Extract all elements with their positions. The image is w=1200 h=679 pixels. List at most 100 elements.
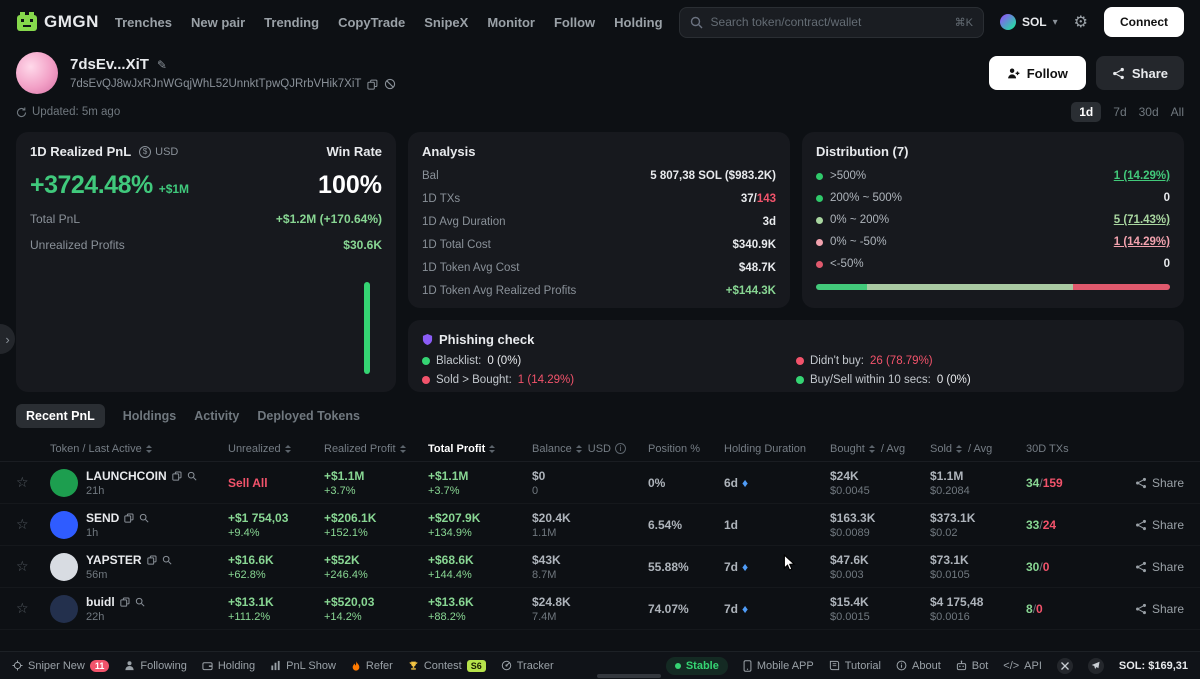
diamond-icon: ♦ (742, 559, 749, 574)
total-pnl-label: Total PnL (30, 212, 81, 226)
token-search-icon[interactable] (162, 555, 172, 565)
filter-7d[interactable]: 7d (1113, 105, 1127, 119)
tab-holdings[interactable]: Holdings (122, 409, 177, 423)
bal-label: Bal (422, 169, 439, 182)
block-explorer-icon[interactable] (384, 78, 396, 90)
share-profile-button[interactable]: Share (1095, 56, 1184, 90)
nav-holding[interactable]: Holding (614, 14, 663, 30)
col-balance[interactable]: Balance USD i (532, 443, 648, 455)
follow-button[interactable]: Follow (988, 56, 1086, 90)
bought-avg: $0.0045 (830, 484, 870, 497)
filter-30d[interactable]: 30d (1138, 105, 1159, 119)
usd-circle-icon: $ (139, 145, 152, 158)
chain-selector[interactable]: SOL ▾ (999, 14, 1058, 30)
share-row-button[interactable]: Share (1135, 602, 1184, 616)
copy-address-icon[interactable] (367, 79, 378, 90)
phishing-blacklist: Blacklist: 0 (0%) (422, 355, 796, 367)
share-row-button[interactable]: Share (1135, 560, 1184, 574)
footer-bot[interactable]: Bot (956, 660, 988, 672)
tab-deployed-tokens[interactable]: Deployed Tokens (257, 409, 360, 423)
col-unrealized[interactable]: Unrealized (228, 443, 324, 455)
col-total-profit[interactable]: Total Profit (428, 443, 532, 455)
favorite-star-icon[interactable]: ☆ (16, 558, 29, 574)
token-symbol[interactable]: LAUNCHCOIN (86, 468, 167, 483)
bucket-dot (816, 216, 823, 224)
col-bought[interactable]: Bought / Avg (830, 442, 906, 455)
footer-tracker[interactable]: Tracker (501, 660, 554, 672)
settings-gear-icon[interactable]: ⚙ (1073, 14, 1088, 31)
token-last-active: 22h (86, 610, 105, 623)
robot-icon (956, 660, 966, 671)
footer-refer[interactable]: Refer (351, 660, 393, 672)
filter-all[interactable]: All (1170, 105, 1184, 119)
realized-profit-pct: +3.7% (324, 484, 356, 497)
footer-pnl-show[interactable]: PnL Show (270, 660, 336, 672)
col-30d-txs[interactable]: 30D TXs (1026, 442, 1069, 455)
sidebar-expand-button[interactable]: › (0, 324, 15, 354)
nav-new-pair[interactable]: New pair (190, 14, 246, 30)
win-rate-value: 100% (318, 171, 382, 199)
share-row-button[interactable]: Share (1135, 518, 1184, 532)
share-row-button[interactable]: Share (1135, 476, 1184, 490)
nav-snipex[interactable]: SnipeX (424, 14, 469, 30)
person-icon (125, 661, 134, 671)
currency-toggle[interactable]: $ USD (139, 145, 178, 158)
favorite-star-icon[interactable]: ☆ (16, 474, 29, 490)
nav-copytrade[interactable]: CopyTrade (338, 14, 406, 30)
token-search-icon[interactable] (187, 471, 197, 481)
token-symbol[interactable]: buidl (86, 594, 115, 609)
copy-token-icon[interactable] (120, 597, 130, 607)
meta-row: Updated: 5m ago 1d 7d 30d All (0, 94, 1200, 122)
bucket-value[interactable]: 5 (71.43%) (1113, 214, 1170, 226)
x-twitter-icon[interactable] (1056, 657, 1073, 674)
favorite-star-icon[interactable]: ☆ (16, 600, 29, 616)
network-status[interactable]: Stable (665, 656, 728, 675)
bucket-value[interactable]: 1 (14.29%) (1113, 170, 1170, 182)
content-tabs: Recent PnL Holdings Activity Deployed To… (0, 392, 1200, 436)
gmgn-logo[interactable]: GMGN (16, 11, 99, 33)
realized-profit-pct: +246.4% (324, 568, 368, 581)
nav-monitor[interactable]: Monitor (487, 14, 535, 30)
col-sold[interactable]: Sold / Avg (930, 442, 993, 455)
tab-recent-pnl[interactable]: Recent PnL (16, 404, 105, 428)
col-position[interactable]: Position % (648, 442, 700, 455)
copy-token-icon[interactable] (124, 513, 134, 523)
search-box[interactable]: ⌘K (678, 6, 984, 38)
footer-contest[interactable]: Contest S6 (408, 659, 486, 672)
footer-about[interactable]: About (896, 660, 941, 672)
edit-name-icon[interactable]: ✎ (156, 57, 167, 72)
holding-duration: 1d (724, 517, 739, 532)
red-dot (422, 376, 430, 384)
bucket-value[interactable]: 1 (14.29%) (1113, 236, 1170, 248)
copy-token-icon[interactable] (146, 555, 157, 565)
favorite-star-icon[interactable]: ☆ (16, 516, 29, 532)
status-label: Stable (685, 659, 719, 672)
telegram-icon[interactable] (1087, 657, 1104, 674)
phishing-sold-gt-bought: Sold > Bought: 1 (14.29%) (422, 374, 796, 386)
footer-mobile-app[interactable]: Mobile APP (743, 660, 814, 672)
nav-trenches[interactable]: Trenches (114, 14, 172, 30)
updated-status[interactable]: Updated: 5m ago (16, 106, 120, 118)
footer-sniper-new[interactable]: Sniper New 11 (12, 659, 110, 672)
footer-holding[interactable]: Holding (202, 660, 255, 672)
token-search-icon[interactable] (139, 513, 149, 523)
token-symbol[interactable]: SEND (86, 510, 120, 525)
token-symbol[interactable]: YAPSTER (86, 552, 142, 567)
horizontal-scrollbar[interactable] (597, 674, 661, 678)
copy-token-icon[interactable] (172, 471, 182, 481)
footer-tutorial[interactable]: Tutorial (829, 660, 881, 672)
connect-button[interactable]: Connect (1104, 7, 1184, 37)
col-holding-duration[interactable]: Holding Duration (724, 442, 806, 455)
bucket-value: 0 (1163, 258, 1170, 270)
nav-follow[interactable]: Follow (553, 14, 596, 30)
filter-1d[interactable]: 1d (1071, 102, 1102, 122)
nav-trending[interactable]: Trending (264, 14, 320, 30)
tab-activity[interactable]: Activity (194, 409, 240, 423)
footer-following[interactable]: Following (124, 660, 187, 672)
footer-api[interactable]: </> API (1003, 659, 1042, 672)
col-realized-profit[interactable]: Realized Profit (324, 443, 428, 455)
search-input[interactable] (710, 15, 947, 29)
sell-all-button[interactable]: Sell All (228, 475, 268, 490)
token-search-icon[interactable] (135, 597, 145, 607)
col-token[interactable]: Token / Last Active (50, 443, 228, 455)
